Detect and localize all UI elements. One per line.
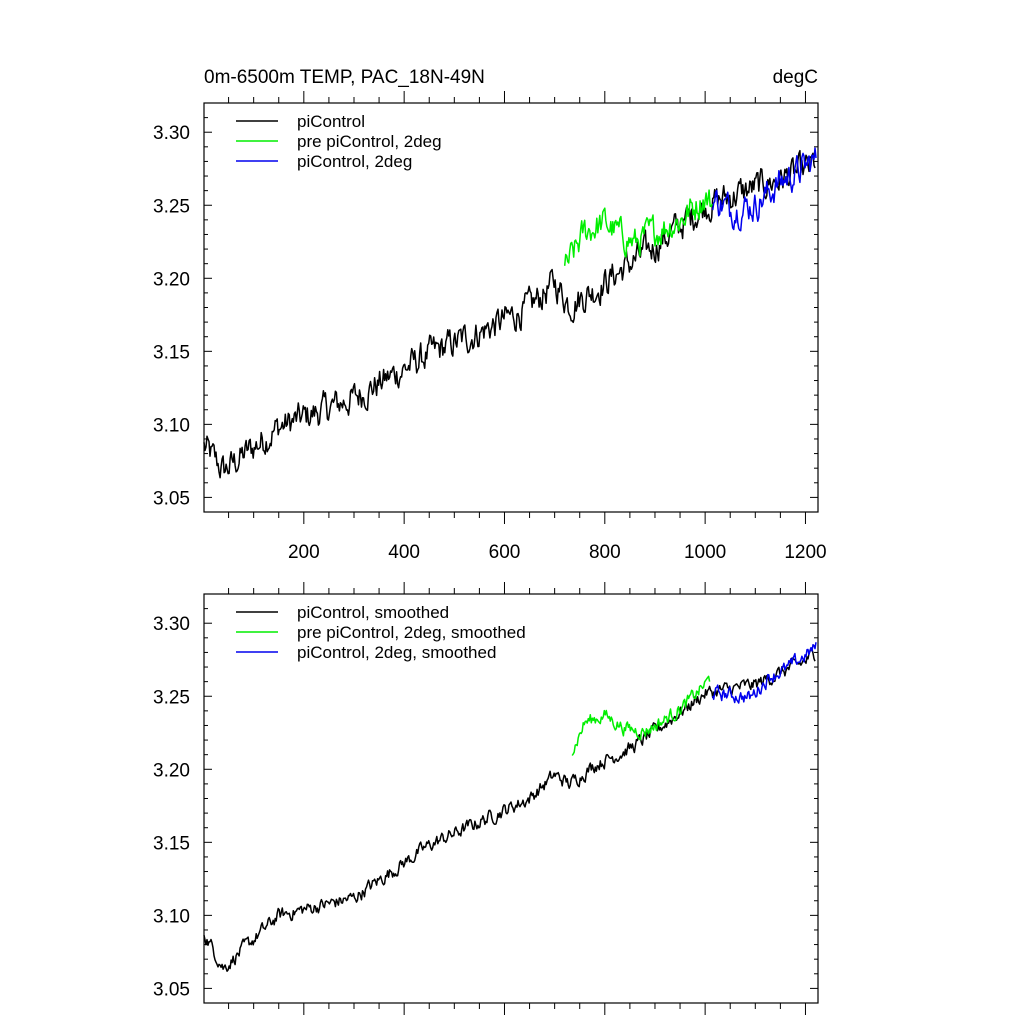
legend-label: piControl: [297, 112, 365, 131]
x-tick-label: 400: [388, 542, 420, 563]
bottom-panel: 3.05 3.10 3.15 3.20 3.25 3.30 piControl, smoo…: [153, 582, 819, 1015]
series-line: [711, 642, 817, 704]
y-tick-label: 3.20: [153, 269, 190, 290]
legend-label: piControl, 2deg, smoothed: [297, 643, 496, 662]
y-tick-label: 3.15: [153, 833, 190, 854]
top-axis-ticks: 3.05 3.10 3.15 3.20 3.25 3.30 200 400 600 800 1000…: [153, 91, 827, 563]
x-tick-label: 1200: [784, 542, 826, 563]
y-tick-label: 3.30: [153, 614, 190, 635]
y-tick-label: 3.20: [153, 760, 190, 781]
top-panel: 3.05 3.10 3.15 3.20 3.25 3.30 200 400 600 800 1000…: [153, 91, 827, 563]
legend-label: piControl, 2deg: [297, 152, 412, 171]
y-tick-label: 3.10: [153, 415, 190, 436]
y-tick-label: 3.30: [153, 123, 190, 144]
bottom-series-group: [203, 642, 817, 972]
x-tick-label: 200: [288, 542, 320, 563]
legend-label: pre piControl, 2deg, smoothed: [297, 623, 526, 642]
bottom-axis-ticks: 3.05 3.10 3.15 3.20 3.25 3.30: [153, 582, 818, 1015]
y-tick-label: 3.25: [153, 196, 190, 217]
x-tick-label: 600: [489, 542, 521, 563]
series-line: [563, 189, 713, 266]
y-tick-label: 3.25: [153, 687, 190, 708]
legend-label: piControl, smoothed: [297, 603, 449, 622]
units-label: degC: [773, 67, 818, 88]
y-tick-label: 3.10: [153, 906, 190, 927]
y-tick-label: 3.05: [153, 979, 190, 1000]
y-tick-label: 3.15: [153, 342, 190, 363]
x-tick-label: 800: [589, 542, 621, 563]
series-line: [203, 648, 816, 972]
legend-label: pre piControl, 2deg: [297, 132, 442, 151]
y-tick-label: 3.05: [153, 488, 190, 509]
top-series-group: [203, 147, 817, 479]
x-tick-label: 1000: [684, 542, 726, 563]
plot-title: 0m-6500m TEMP, PAC_18N-49N: [204, 67, 485, 88]
series-line: [711, 147, 817, 232]
series-line: [571, 675, 711, 756]
series-line: [203, 149, 816, 479]
